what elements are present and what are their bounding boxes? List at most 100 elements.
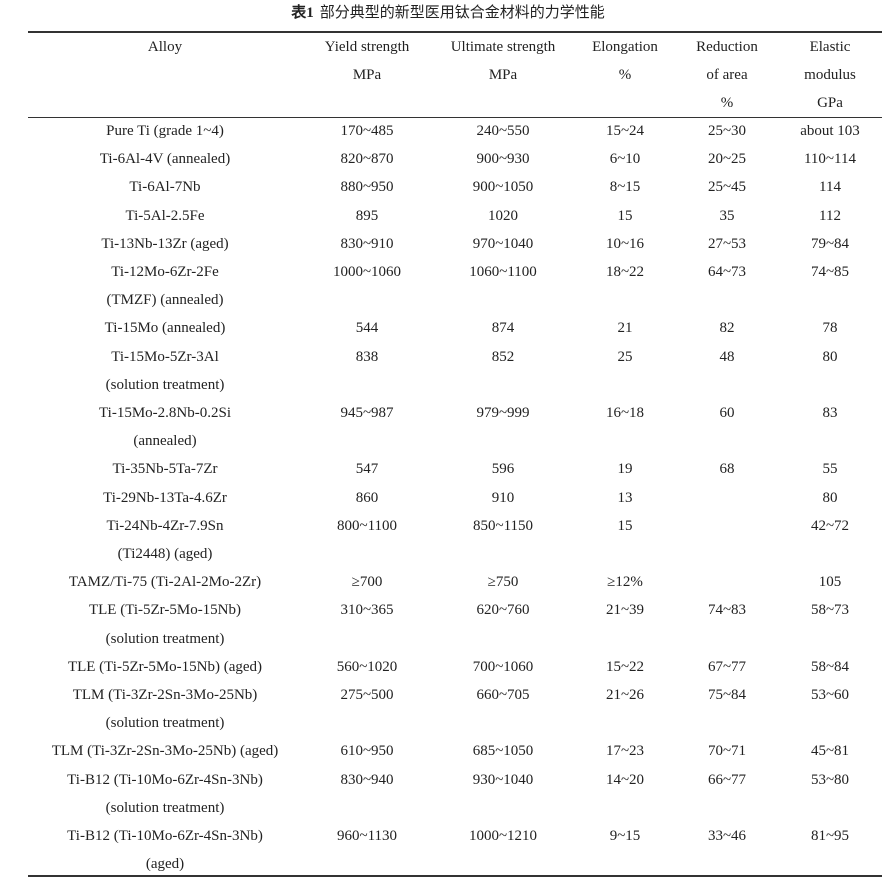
cell-alloy: Ti-29Nb-13Ta-4.6Zr [28,484,302,512]
cell-alloy: Ti-B12 (Ti-10Mo-6Zr-4Sn-3Nb) (aged) [28,822,302,878]
cell-reduction-of-area: 25~45 [707,179,747,196]
cell-reduction-of-area [676,512,778,568]
cell-elongation: 10~16 [605,235,645,252]
cell-elongation: 19 [617,461,633,478]
cell-elastic-modulus: 80 [822,489,838,506]
cell-reduction-of-area [676,568,778,596]
alloy-name: Pure Ti (grade 1~4) [106,123,224,139]
cell-ultimate-strength: 660~705 [476,687,530,704]
alloy-name: (aged) [145,856,185,873]
cell-reduction-of-area: 48 [719,348,735,365]
header-text: Yield strength [324,39,410,55]
cell-alloy: Ti-15Mo-5Zr-3Al (solution treatment) [28,343,302,399]
cell-yield-strength: 800~1100 [336,517,398,534]
table-row: Ti-5Al-2.5Fe 895 1020 15 35 112 [28,202,882,230]
header-text: % [618,67,632,83]
alloy-name: TLE (Ti-5Zr-5Mo-15Nb) [88,602,242,619]
cell-elongation: 15~24 [605,123,645,139]
table-row: TLE (Ti-5Zr-5Mo-15Nb) (solution treatment… [28,596,882,652]
alloy-name: Ti-24Nb-4Zr-7.9Sn [106,517,224,534]
cell-alloy: TLM (Ti-3Zr-2Sn-3Mo-25Nb) (aged) [28,737,302,765]
table-number: 表1 [291,5,314,21]
cell-elastic-modulus: 74~85 [810,264,850,281]
table-row: TLE (Ti-5Zr-5Mo-15Nb) (aged) 560~1020 700~… [28,653,882,681]
cell-elongation: 25 [617,348,633,365]
alloy-name: (TMZF) (annealed) [106,292,224,309]
cell-yield-strength: 838 [355,348,379,365]
cell-ultimate-strength: 979~999 [476,405,530,422]
cell-elastic-modulus: 42~72 [810,517,850,534]
cell-ultimate-strength: 852 [491,348,515,365]
cell-elongation: 18~22 [605,264,645,281]
table-row: Ti-15Mo (annealed) 544 874 21 82 78 [28,314,882,342]
cell-elastic-modulus: 53~60 [810,687,850,704]
cell-elastic-modulus: 114 [819,179,841,196]
bottom-rule [28,875,882,877]
cell-yield-strength: 945~987 [340,405,394,422]
cell-ultimate-strength: 1000~1210 [468,828,538,845]
alloy-name: Ti-15Mo (annealed) [104,320,226,337]
alloy-name: Ti-6Al-4V (annealed) [99,151,231,168]
table-row: Ti-12Mo-6Zr-2Fe (TMZF) (annealed) 1000~106… [28,258,882,314]
cell-ultimate-strength: 900~1050 [472,179,534,196]
table-header: Alloy Yield strength MPa Ultimate strength M… [28,33,882,117]
cell-yield-strength: 560~1020 [336,658,398,675]
cell-yield-strength: ≥700 [351,574,383,591]
cell-elongation: 16~18 [605,405,645,422]
cell-ultimate-strength: ≥750 [487,574,519,591]
cell-yield-strength: 1000~1060 [332,264,402,281]
column-header-elastic-modulus: Elastic modulus GPa [778,33,882,117]
cell-ultimate-strength: 970~1040 [472,235,534,252]
cell-ultimate-strength: 910 [491,489,515,506]
header-text: Elastic [809,39,851,55]
alloy-name: (annealed) [133,433,197,450]
cell-elongation: 15 [617,207,633,224]
properties-table: Pure Ti (grade 1~4) 170~485 240~550 15~24 25… [28,117,882,878]
cell-elastic-modulus: 58~73 [810,602,850,619]
header-text: Ultimate strength [450,39,556,55]
cell-ultimate-strength: 1060~1100 [469,264,537,281]
cell-ultimate-strength: 900~930 [476,151,530,168]
cell-alloy: TLE (Ti-5Zr-5Mo-15Nb) (solution treatment… [28,596,302,652]
table-row: Ti-15Mo-5Zr-3Al (solution treatment) 838 85… [28,343,882,399]
cell-reduction-of-area [676,484,778,512]
cell-reduction-of-area: 60 [719,405,735,422]
cell-ultimate-strength: 700~1060 [472,658,534,675]
header-text: MPa [352,67,382,83]
cell-yield-strength: 170~485 [340,123,394,139]
cell-elongation: 13 [617,489,633,506]
cell-elastic-modulus: 81~95 [810,828,850,845]
cell-ultimate-strength: 240~550 [476,123,530,139]
cell-alloy: Ti-13Nb-13Zr (aged) [28,230,302,258]
cell-alloy: Ti-6Al-4V (annealed) [28,145,302,173]
alloy-name: TLM (Ti-3Zr-2Sn-3Mo-25Nb) (aged) [51,743,279,760]
cell-reduction-of-area: 27~53 [707,235,747,252]
cell-alloy: TLM (Ti-3Zr-2Sn-3Mo-25Nb) (solution treat… [28,681,302,737]
cell-elongation: 8~15 [609,179,641,196]
table-row: Ti-B12 (Ti-10Mo-6Zr-4Sn-3Nb) (aged) 960~11… [28,822,882,878]
cell-alloy: Ti-6Al-7Nb [28,173,302,201]
cell-elastic-modulus: 45~81 [810,743,850,760]
header-rule [28,117,882,118]
cell-ultimate-strength: 874 [491,320,515,337]
table-row: TAMZ/Ti-75 (Ti-2Al-2Mo-2Zr) ≥700 ≥750 ≥12% 1… [28,568,882,596]
cell-alloy: Ti-15Mo-2.8Nb-0.2Si (annealed) [28,399,302,455]
header-text: Reduction [696,39,758,55]
cell-elongation: 6~10 [609,151,641,168]
cell-alloy: Ti-15Mo (annealed) [28,314,302,342]
header-row: Alloy Yield strength MPa Ultimate strength M… [28,33,882,117]
cell-ultimate-strength: 930~1040 [472,771,534,788]
cell-elongation: 17~23 [605,743,645,760]
cell-elastic-modulus: 53~80 [810,771,850,788]
table-title: 部分典型的新型医用钛合金材料的力学性能 [319,5,605,21]
cell-yield-strength: 880~950 [340,179,394,196]
cell-reduction-of-area: 66~77 [707,771,747,788]
cell-yield-strength: 830~940 [340,771,394,788]
alloy-name: Ti-5Al-2.5Fe [125,207,205,224]
cell-reduction-of-area: 67~77 [707,658,747,675]
header-text: of area [706,67,748,83]
alloy-name: TAMZ/Ti-75 (Ti-2Al-2Mo-2Zr) [68,574,262,591]
alloy-name: TLE (Ti-5Zr-5Mo-15Nb) (aged) [67,658,263,675]
cell-elastic-modulus: 83 [822,405,838,422]
cell-reduction-of-area: 74~83 [707,602,747,619]
